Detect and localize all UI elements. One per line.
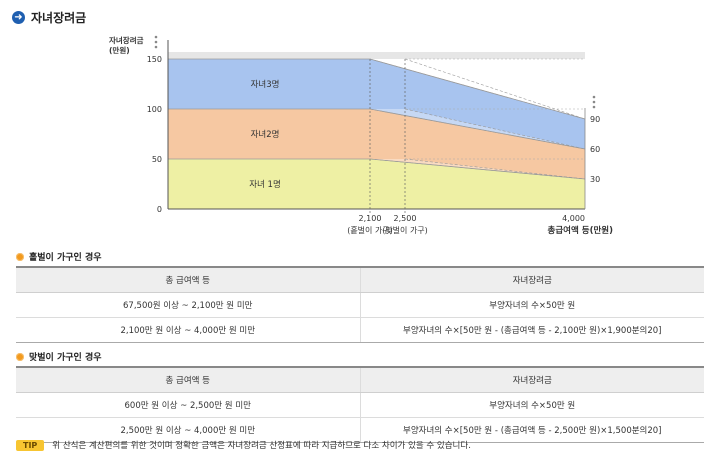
x-tick-sublabel: (맞벌이 가구)	[382, 225, 428, 235]
bullet-icon	[16, 352, 24, 361]
table-cell: 600만 원 이상 ~ 2,500만 원 미만	[16, 392, 360, 418]
band-label: 자녀2명	[251, 129, 280, 140]
table-header-row: 총 급여액 등 자녀장려금	[16, 266, 704, 293]
right-tick-label: 90	[590, 115, 600, 124]
ellipsis-icon	[592, 95, 596, 99]
table-cell: 부양자녀의 수×[50만 원 - (총급여액 등 - 2,100만 원)×1,9…	[359, 317, 704, 343]
right-tick-label: 30	[590, 175, 600, 184]
page-title: 자녀장려금	[31, 11, 87, 25]
column-header-income: 총 급여액 등	[16, 266, 360, 293]
band-label: 자녀3명	[251, 79, 280, 90]
column-header-incentive: 자녀장려금	[359, 266, 704, 293]
y-tick-label: 50	[152, 155, 162, 164]
table-header-row: 총 급여액 등 자녀장려금	[16, 366, 704, 393]
child-incentive-chart: 0 50 100 150 자녀장려금(만원) 90 60 30 2,100 (홑벌이 가구)2,5…	[109, 35, 614, 236]
x-tick-sublabel: (홑벌이 가구)	[347, 225, 393, 235]
tip-note: TIP 위 산식은 계산편의를 위한 것이며 정확한 금액은 자녀장려금 산정표…	[16, 439, 471, 451]
single-income-table: 총 급여액 등 자녀장려금 67,500원 이상 ~ 2,100만 원 미만 부…	[16, 266, 704, 343]
arrow-right-icon: ➜	[12, 11, 25, 24]
column-header-income: 총 급여액 등	[16, 366, 360, 393]
right-tick-label: 60	[590, 145, 600, 154]
y-tick-label: 100	[147, 105, 162, 114]
section-dual-income-title: 맞벌이 가구인 경우	[16, 350, 102, 363]
ellipsis-icon	[592, 105, 596, 109]
ellipsis-icon	[592, 100, 596, 104]
table-cell: 2,100만 원 이상 ~ 4,000만 원 미만	[16, 317, 360, 343]
page-header: ➜ 자녀장려금	[12, 9, 86, 26]
column-header-incentive: 자녀장려금	[359, 366, 704, 393]
table-row: 2,100만 원 이상 ~ 4,000만 원 미만 부양자녀의 수×[50만 원…	[16, 317, 704, 343]
ellipsis-icon	[154, 40, 158, 44]
table-row: 2,500만 원 이상 ~ 4,000만 원 미만 부양자녀의 수×[50만 원…	[16, 417, 704, 443]
dual-income-table: 총 급여액 등 자녀장려금 600만 원 이상 ~ 2,500만 원 미만 부양…	[16, 366, 704, 443]
y-tick-label: 0	[157, 205, 162, 214]
y-axis-label: 자녀장려금	[109, 35, 144, 45]
y-tick-label: 150	[147, 55, 162, 64]
dual-income-slope-line	[404, 158, 586, 180]
top-strip	[168, 52, 585, 59]
section-title: 맞벌이 가구인 경우	[29, 353, 102, 363]
x-tick-label: 4,000	[562, 214, 585, 223]
x-tick-label: 2,100	[359, 214, 382, 223]
table-row: 67,500원 이상 ~ 2,100만 원 미만 부양자녀의 수×50만 원	[16, 292, 704, 318]
table-cell: 부양자녀의 수×50만 원	[359, 392, 704, 418]
table-cell: 부양자녀의 수×50만 원	[359, 292, 704, 318]
tip-text: 위 산식은 계산편의를 위한 것이며 정확한 금액은 자녀장려금 산정표에 따라…	[52, 441, 471, 451]
x-tick-label: 2,500	[394, 214, 417, 223]
ellipsis-icon	[154, 45, 158, 49]
band-label: 자녀 1명	[249, 179, 281, 190]
table-cell: 67,500원 이상 ~ 2,100만 원 미만	[16, 292, 360, 318]
tip-badge: TIP	[16, 439, 45, 451]
section-title: 홑벌이 가구인 경우	[29, 253, 102, 263]
y-axis-unit-label: (만원)	[109, 45, 130, 55]
table-row: 600만 원 이상 ~ 2,500만 원 미만 부양자녀의 수×50만 원	[16, 392, 704, 418]
section-single-income-title: 홑벌이 가구인 경우	[16, 250, 102, 263]
dual-income-slope-line	[404, 58, 586, 120]
table-cell: 2,500만 원 이상 ~ 4,000만 원 미만	[16, 417, 360, 443]
band-area	[168, 159, 585, 209]
x-axis-label: 총급여액 등(만원)	[548, 225, 614, 236]
dual-income-slope-line	[404, 108, 586, 150]
table-cell: 부양자녀의 수×[50만 원 - (총급여액 등 - 2,500만 원)×1,5…	[359, 417, 704, 443]
ellipsis-icon	[154, 35, 158, 39]
bullet-icon	[16, 252, 24, 261]
